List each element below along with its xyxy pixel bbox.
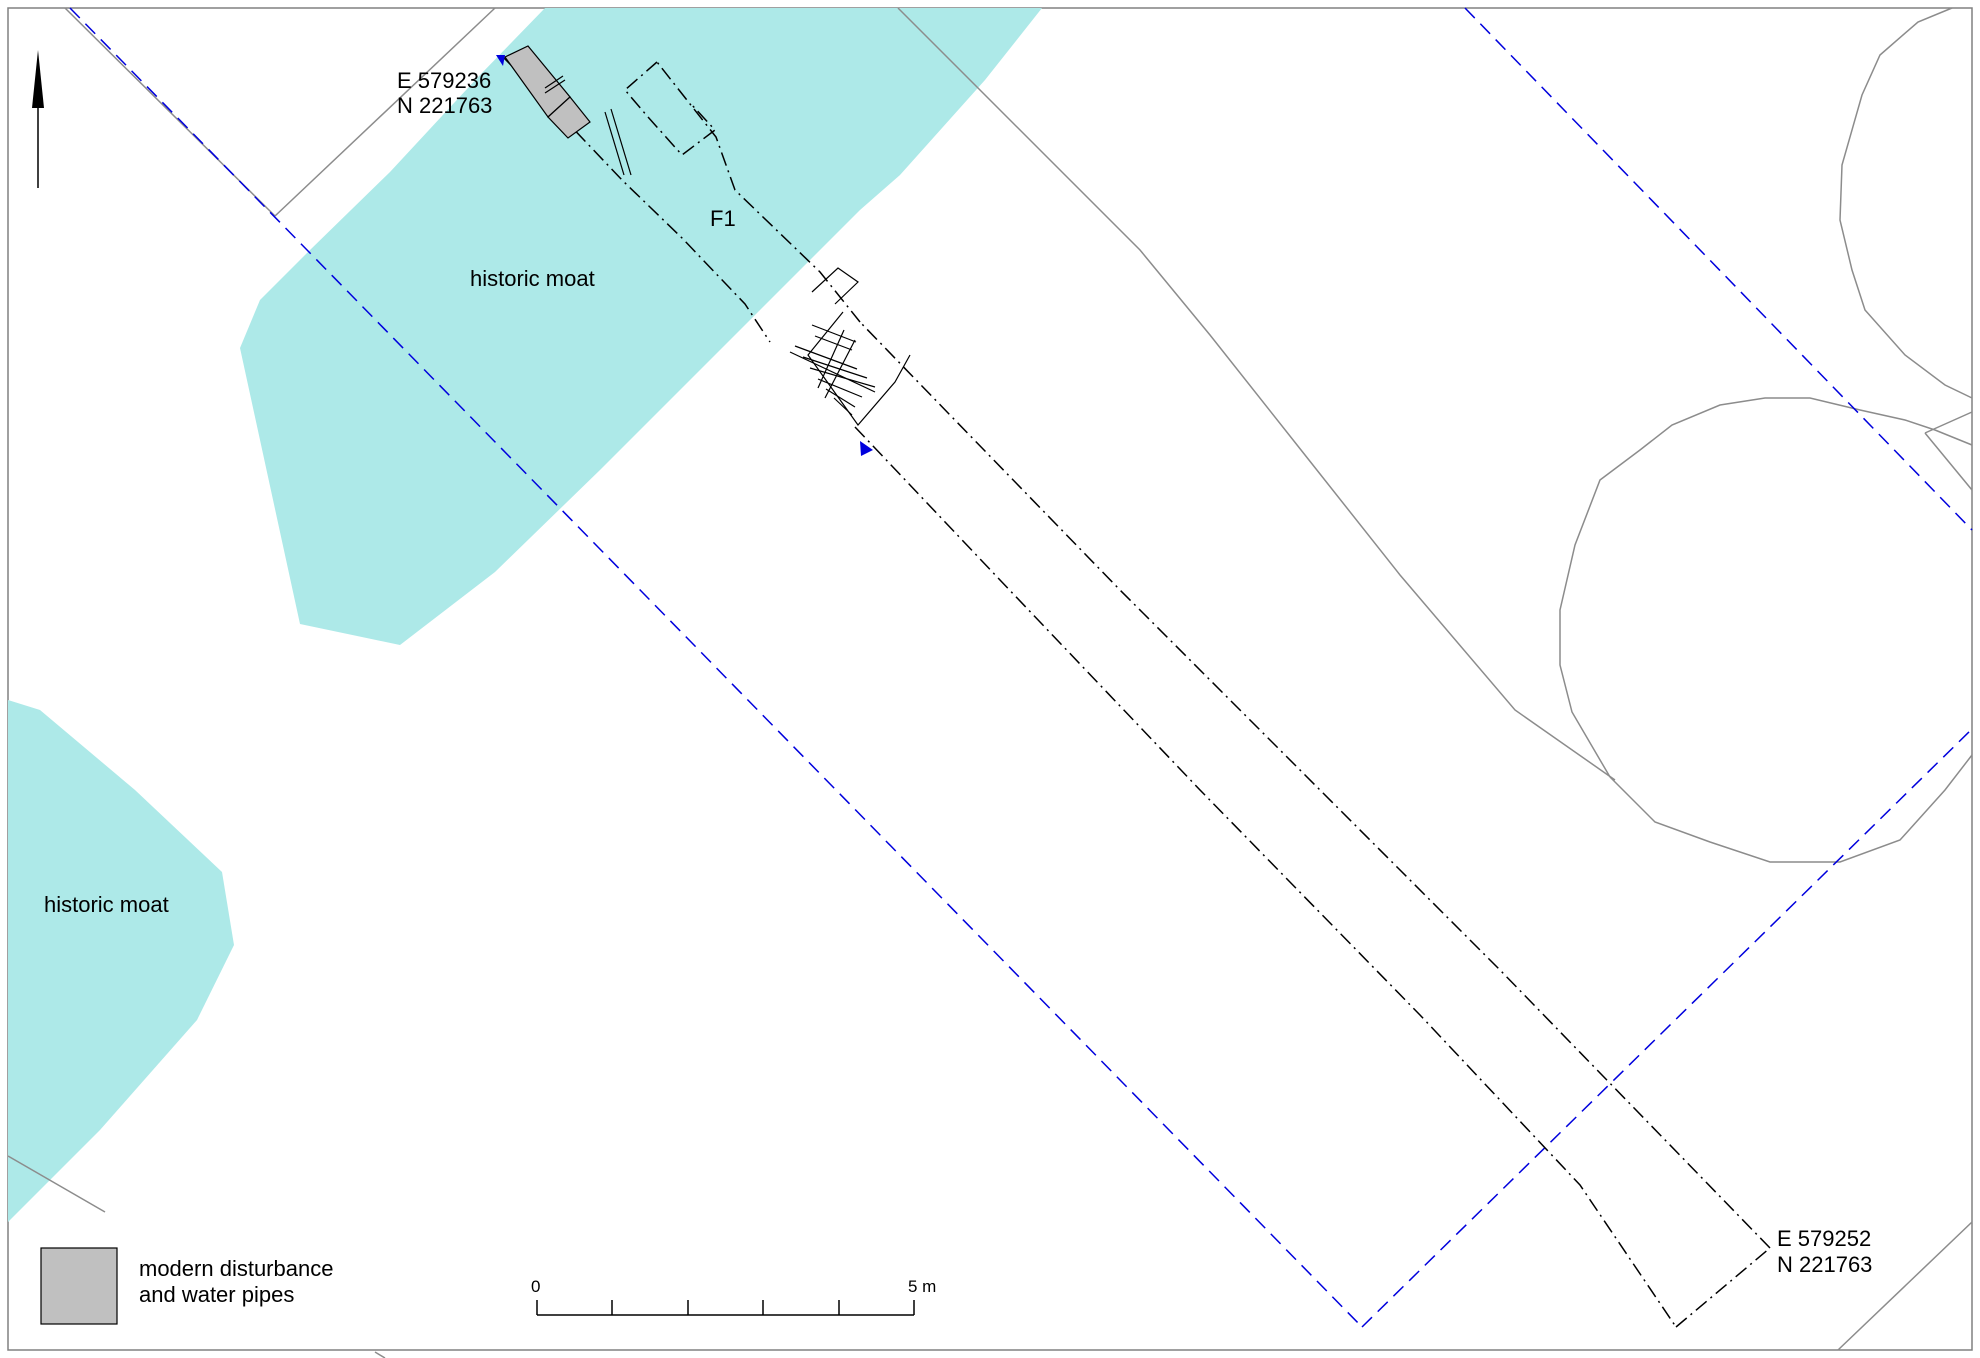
coordinate-top-northing: N 221763 <box>397 93 492 118</box>
coordinate-bottom-easting: E 579252 <box>1777 1226 1871 1251</box>
modern-disturbance <box>504 45 632 176</box>
moat-label-lower: historic moat <box>44 892 169 917</box>
feature-label-f1: F1 <box>710 206 736 231</box>
legend-swatch <box>40 1247 118 1325</box>
grid-lines <box>69 7 1973 1328</box>
moat-area-upper <box>240 8 1042 645</box>
scale-label-start: 0 <box>531 1277 540 1296</box>
base-map-lines <box>7 7 1973 1358</box>
scale-label-end: 5 m <box>908 1277 936 1296</box>
section-marker-middle <box>860 441 873 456</box>
legend-line-1: modern disturbance <box>139 1256 333 1281</box>
trench-outline <box>502 56 1771 1328</box>
feature-f1-structure <box>789 267 911 426</box>
scale-bar <box>536 1300 915 1316</box>
section-marker-top <box>496 55 505 66</box>
north-arrow-icon <box>32 50 44 188</box>
legend: modern disturbance and water pipes <box>40 1247 333 1325</box>
moat-area-lower <box>8 700 234 1222</box>
moat-label-upper: historic moat <box>470 266 595 291</box>
coordinate-top-easting: E 579236 <box>397 68 491 93</box>
legend-line-2: and water pipes <box>139 1282 294 1307</box>
coordinate-bottom-northing: N 221763 <box>1777 1252 1872 1277</box>
map-frame <box>7 7 1973 1351</box>
